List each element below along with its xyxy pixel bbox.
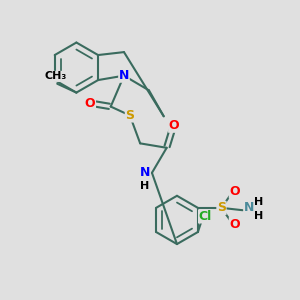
Text: O: O bbox=[169, 119, 179, 132]
Text: O: O bbox=[230, 218, 240, 231]
Text: N: N bbox=[140, 166, 150, 179]
Text: CH₃: CH₃ bbox=[45, 71, 67, 81]
Text: S: S bbox=[217, 201, 226, 214]
Text: O: O bbox=[85, 97, 95, 110]
Text: H: H bbox=[140, 181, 149, 191]
Text: N: N bbox=[244, 201, 254, 214]
Text: O: O bbox=[230, 185, 240, 198]
Text: S: S bbox=[125, 109, 134, 122]
Text: Cl: Cl bbox=[199, 210, 212, 223]
Text: H: H bbox=[254, 197, 263, 207]
Text: N: N bbox=[119, 69, 129, 82]
Text: H: H bbox=[254, 211, 263, 220]
